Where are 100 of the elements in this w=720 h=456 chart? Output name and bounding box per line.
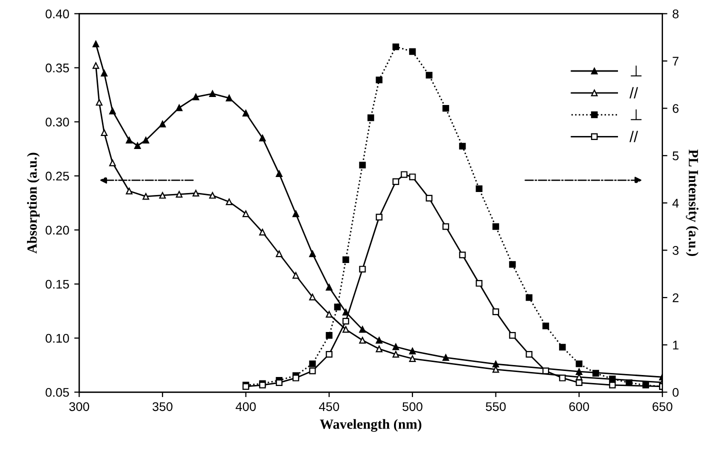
point <box>92 40 100 48</box>
point <box>342 308 350 316</box>
point <box>209 90 216 98</box>
point <box>359 266 366 272</box>
point <box>442 223 450 230</box>
point <box>526 294 532 301</box>
x-tick-label: 300 <box>69 402 90 412</box>
point <box>476 185 482 192</box>
y-tick-label: 0.15 <box>46 280 69 289</box>
y2-axis-title: PL Intensity (a.u.) <box>686 150 699 256</box>
point <box>409 348 416 354</box>
legend-label: ⊥ <box>630 109 642 120</box>
point <box>292 374 300 382</box>
point <box>442 354 450 361</box>
point <box>276 250 282 258</box>
point <box>342 318 350 325</box>
point <box>359 162 366 168</box>
point <box>109 108 116 114</box>
y-tick-label: 0.35 <box>46 64 69 72</box>
point <box>276 170 282 178</box>
x-tick-label: 450 <box>319 402 340 412</box>
point <box>509 261 516 268</box>
x-tick-label: 400 <box>236 402 256 412</box>
point <box>100 129 108 136</box>
point <box>492 308 500 316</box>
point <box>292 272 300 279</box>
point <box>326 332 332 339</box>
point <box>559 374 566 382</box>
point <box>326 284 332 291</box>
point <box>309 250 316 258</box>
point <box>576 379 582 386</box>
x-axis-title: Wavelength (nm) <box>320 419 422 432</box>
legend-label: // <box>630 87 638 98</box>
point <box>409 174 416 180</box>
y2-tick-label: 1 <box>673 340 678 350</box>
point <box>376 336 382 344</box>
y-tick-label: 0.20 <box>46 226 69 235</box>
y-axis-title: Absorption (a.u.) <box>27 152 40 254</box>
point <box>142 136 150 144</box>
point <box>276 379 282 386</box>
point <box>392 43 400 50</box>
y2-tick-label: 5 <box>672 152 679 160</box>
point <box>109 160 116 166</box>
y2-tick-label: 0 <box>672 388 679 397</box>
point <box>409 355 416 362</box>
point <box>542 368 550 374</box>
point <box>309 360 316 368</box>
point <box>442 104 450 112</box>
point <box>142 193 150 200</box>
point <box>459 252 466 258</box>
point <box>459 142 466 150</box>
point <box>492 366 500 373</box>
point <box>309 368 316 374</box>
point <box>176 190 183 198</box>
point <box>400 171 408 178</box>
point <box>226 94 232 102</box>
point <box>592 370 600 377</box>
x-tick-label: 600 <box>569 402 590 412</box>
point <box>134 142 141 149</box>
point <box>392 178 400 185</box>
point <box>326 310 332 318</box>
point <box>334 304 341 310</box>
point <box>159 120 166 128</box>
x-tick-label: 650 <box>652 402 672 412</box>
point <box>309 294 316 300</box>
point <box>476 280 482 287</box>
y-tick-label: 0.25 <box>46 172 69 181</box>
point <box>376 214 382 220</box>
point <box>192 94 200 100</box>
point <box>376 346 382 352</box>
y2-tick-label: 7 <box>672 56 678 66</box>
point <box>176 104 183 112</box>
x-tick-label: 550 <box>486 402 506 412</box>
point <box>159 192 166 199</box>
point <box>492 223 500 230</box>
point <box>509 332 516 339</box>
point <box>392 350 400 358</box>
y-tick-label: 0.05 <box>46 388 69 397</box>
point <box>100 70 108 76</box>
point <box>426 72 432 79</box>
x-tick-label: 350 <box>152 402 172 412</box>
point <box>192 190 200 197</box>
point <box>326 350 332 358</box>
point <box>342 256 350 264</box>
x-tick-label: 500 <box>402 402 422 412</box>
y-tick-label: 0.30 <box>46 118 69 126</box>
point <box>292 210 300 218</box>
point <box>559 344 566 351</box>
point <box>542 322 550 330</box>
point <box>242 210 250 218</box>
point <box>576 368 582 375</box>
point <box>392 343 400 350</box>
point <box>242 110 250 116</box>
point <box>259 134 266 142</box>
y2-tick-label: 6 <box>672 104 679 113</box>
point <box>359 336 366 344</box>
point <box>226 198 232 206</box>
point <box>576 360 582 368</box>
point <box>367 114 374 122</box>
point <box>376 76 382 84</box>
